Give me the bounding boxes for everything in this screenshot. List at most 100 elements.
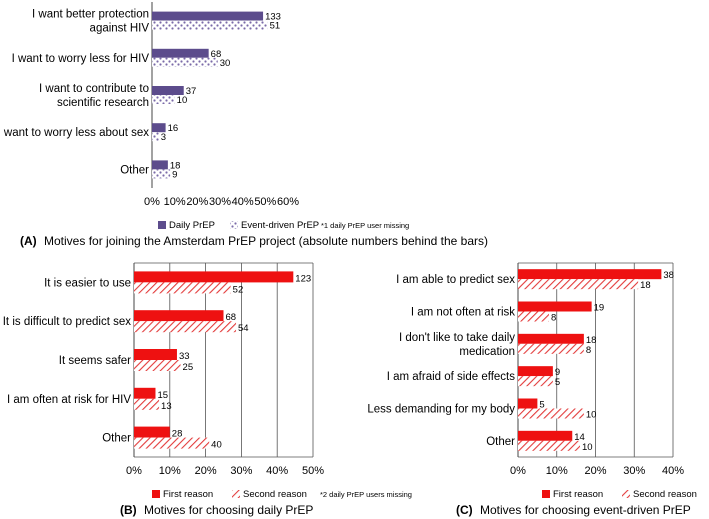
caption-a: (A) Motives for joining the Amsterdam Pr…: [20, 234, 488, 248]
chart-c-data-label: 8: [551, 313, 556, 324]
chart-b-bar-first-reason: [134, 310, 224, 322]
chart-a-bar-daily: [152, 86, 184, 95]
chart-a-data-label: 30: [220, 58, 231, 69]
chart-a-x-tick-label: 0%: [144, 196, 160, 208]
chart-a-category-label: I want to worry less for HIV: [12, 53, 150, 65]
chart-c-data-label: 5: [555, 377, 560, 388]
chart-a-x-tick-label: 50%: [254, 196, 276, 208]
chart-c-data-label: 5: [539, 400, 544, 411]
chart-c-data-label: 18: [640, 280, 651, 291]
chart-c-bar-first-reason: [518, 430, 573, 441]
chart-a-data-label: 68: [211, 49, 222, 60]
chart-c-bar-second-reason: [518, 440, 580, 451]
chart-a-category-label-line: Other: [120, 164, 149, 176]
chart-a-bar-daily: [152, 11, 264, 21]
chart-b-category-label: Other: [102, 433, 131, 445]
chart-a-legend-swatch-daily: [158, 221, 166, 229]
chart-c-bar-first-reason: [518, 333, 584, 344]
chart-a-bar-event-driven: [152, 95, 175, 104]
chart-b-data-label: 13: [161, 401, 172, 412]
chart-a-x-tick-label: 20%: [186, 196, 208, 208]
chart-b-bar-first-reason: [134, 271, 294, 283]
chart-c-bar-second-reason: [518, 279, 639, 290]
chart-b-category-label-line: It is difficult to predict sex: [3, 316, 132, 328]
caption-b-letter: (B): [120, 503, 137, 517]
chart-c-bar-second-reason: [518, 408, 584, 419]
chart-a-data-label: 3: [161, 132, 166, 143]
chart-b-x-tick-label: 30%: [230, 465, 252, 477]
chart-b-x-tick-label: 10%: [159, 465, 181, 477]
chart-a-x-tick-label: 30%: [209, 196, 231, 208]
chart-b-data-label: 25: [183, 362, 194, 373]
chart-b-data-label: 15: [157, 390, 168, 401]
chart-c-legend-label: First reason: [553, 489, 603, 500]
chart-c-data-label: 38: [663, 270, 674, 281]
chart-c-legend-label: Second reason: [633, 489, 697, 500]
chart-c-category-label-line: Other: [486, 436, 515, 448]
chart-c-category-label: I am not often at risk: [411, 307, 515, 319]
chart-c-legend-swatch-first-reason: [542, 490, 550, 498]
chart-b-bar-first-reason: [134, 426, 170, 438]
chart-c-category-label: I don't like to take daily medication: [399, 332, 515, 358]
chart-b-legend-label: First reason: [163, 489, 213, 500]
chart-a-category-label-line: I want to contribute to: [39, 83, 149, 95]
chart-c-category-label-line: medication: [459, 346, 515, 358]
chart-a-legend-label: Daily PrEP: [169, 220, 215, 231]
chart-b-data-label: 68: [226, 312, 237, 323]
chart-a-legend-label: Event-driven PrEP: [241, 220, 319, 231]
chart-a-bar-event-driven: [152, 20, 268, 30]
chart-c-data-label: 8: [586, 345, 591, 356]
chart-a-data-label: 18: [170, 160, 181, 171]
chart-b-category-label: It seems safer: [59, 355, 131, 367]
chart-a-bar-event-driven: [152, 132, 159, 142]
chart-a-data-label: 133: [265, 12, 281, 23]
chart-c-data-label: 9: [555, 367, 560, 378]
chart-a-category-label-line: against HIV: [90, 23, 150, 35]
chart-b-bar-second-reason: [134, 398, 160, 410]
chart-b-legend-swatch-second-reason: [232, 490, 240, 498]
chart-c-data-label: 19: [594, 303, 605, 314]
chart-c-category-label-line: I am afraid of side effects: [387, 371, 516, 383]
chart-c-category-label: I am able to predict sex: [396, 274, 515, 286]
chart-b-bar-first-reason: [134, 349, 177, 360]
chart-b-data-label: 40: [211, 440, 222, 451]
chart-a-bar-daily: [152, 123, 166, 133]
chart-b-bar-first-reason: [134, 387, 156, 399]
chart-c-data-label: 10: [582, 442, 593, 453]
chart-a-bar-event-driven: [152, 57, 218, 67]
chart-a-legend-swatch-event-driven: [230, 221, 238, 229]
chart-a-x-tick-label: 60%: [277, 196, 299, 208]
chart-a-category-label: I want better protection against HIV: [32, 9, 149, 35]
caption-b: (B) Motives for choosing daily PrEP: [120, 503, 313, 517]
caption-c: (C) Motives for choosing event-driven Pr…: [456, 503, 691, 517]
chart-b-category-label-line: Other: [102, 433, 131, 445]
caption-c-text: Motives for choosing event-driven PrEP: [480, 503, 691, 517]
chart-a-category-label-line: I want better protection: [32, 9, 149, 21]
chart-b-bar-second-reason: [134, 282, 231, 294]
chart-b-bar-second-reason: [134, 321, 237, 333]
chart-b-data-label: 33: [179, 351, 190, 362]
chart-c-bar-second-reason: [518, 343, 584, 354]
chart-c-category-label: Other: [486, 436, 515, 448]
caption-b-text: Motives for choosing daily PrEP: [144, 503, 314, 517]
chart-c-category-label-line: I am not often at risk: [411, 307, 515, 319]
chart-b-data-label: 52: [233, 284, 244, 295]
chart-a-data-label: 10: [177, 95, 188, 106]
chart-c-bar-second-reason: [518, 311, 549, 322]
chart-b-bar-second-reason: [134, 360, 181, 371]
chart-b-data-label: 54: [238, 323, 249, 334]
chart-c-category-label: Less demanding for my body: [367, 404, 515, 416]
chart-b-legend-swatch-first-reason: [152, 490, 160, 498]
chart-b-legend-label: Second reason: [243, 489, 307, 500]
chart-a-category-label-line: I want to worry less for HIV: [12, 53, 150, 65]
chart-c-x-tick-label: 0%: [510, 465, 526, 477]
chart-b-data-label: 123: [295, 273, 311, 284]
chart-c-x-tick-label: 20%: [584, 465, 606, 477]
chart-b-category-label-line: I am often at risk for HIV: [7, 394, 131, 406]
chart-a-bar-daily: [152, 48, 209, 58]
chart-c-data-label: 14: [574, 432, 585, 443]
chart-c-bar-first-reason: [518, 269, 662, 280]
chart-a-bar-event-driven: [152, 169, 171, 179]
chart-a-x-tick-label: 40%: [232, 196, 254, 208]
chart-b-x-tick-label: 0%: [126, 465, 142, 477]
